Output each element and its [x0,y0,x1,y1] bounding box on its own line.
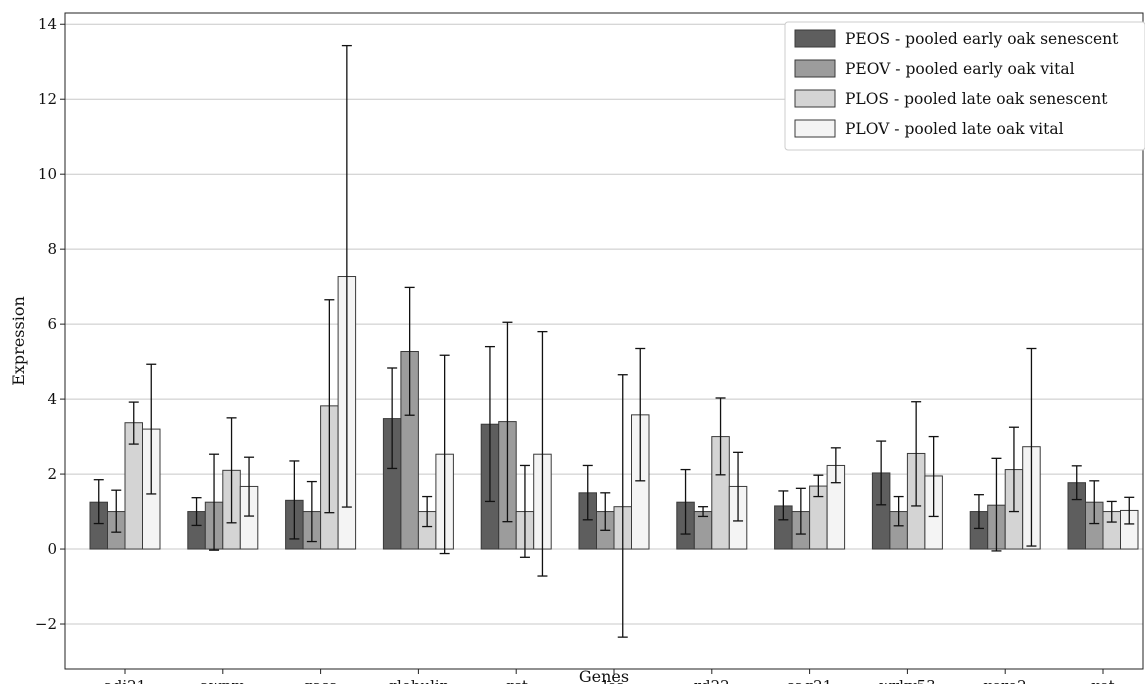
x-axis-ticks: adi21 awpm gasa globulin gst lea rd22 sag21 wrky… [104,669,1115,684]
y-tick-label: 8 [47,240,57,258]
bars [89,276,1139,550]
y-tick-label: 10 [38,165,57,183]
x-tick-label-adi21: adi21 [104,677,146,684]
x-axis-label: Genes [579,667,629,684]
x-tick-label-gasa: gasa [303,677,338,684]
x-tick-label-globulin: globulin [387,677,449,684]
y-axis-label: Expression [9,296,28,386]
y-tick-label: 2 [47,465,57,483]
y-tick-label: −2 [35,615,57,633]
legend-label-2: PLOS - pooled late oak senescent [845,90,1108,108]
x-tick-label-lea: lea [603,677,626,684]
legend-label-0: PEOS - pooled early oak senescent [845,30,1119,48]
legend-box [784,21,1145,151]
y-tick-label: 14 [38,15,57,33]
bar-rd22-1 [693,511,713,550]
legend-swatch-3 [794,119,836,138]
x-tick-label-awpm: awpm [200,677,246,684]
x-tick-label-rd22: rd22 [694,677,730,684]
legend-swatch-2 [794,89,836,108]
x-tick-label-sag21: sag21 [787,677,832,684]
y-tick-label: 6 [47,315,57,333]
y-axis-ticks: −2 0 2 4 6 8 10 12 14 [35,15,65,633]
error-bars [93,44,1135,638]
legend: PEOS - pooled early oak senescent PEOV - … [784,21,1145,151]
plot-frame [64,12,1144,670]
legend-swatch-1 [794,59,836,78]
x-tick-label-gst: gst [505,677,528,684]
legend-swatch-0 [794,29,836,48]
x-tick-label-xet: xet [1091,677,1114,684]
y-tick-label: 12 [38,90,57,108]
x-tick-label-xero2: xero2 [984,677,1027,684]
legend-label-3: PLOV - pooled late oak vital [845,120,1064,138]
legend-label-1: PEOV - pooled early oak vital [845,60,1075,78]
y-tick-label: 4 [47,390,57,408]
x-tick-label-wrky53: wrky53 [879,677,936,684]
y-tick-label: 0 [47,540,57,558]
